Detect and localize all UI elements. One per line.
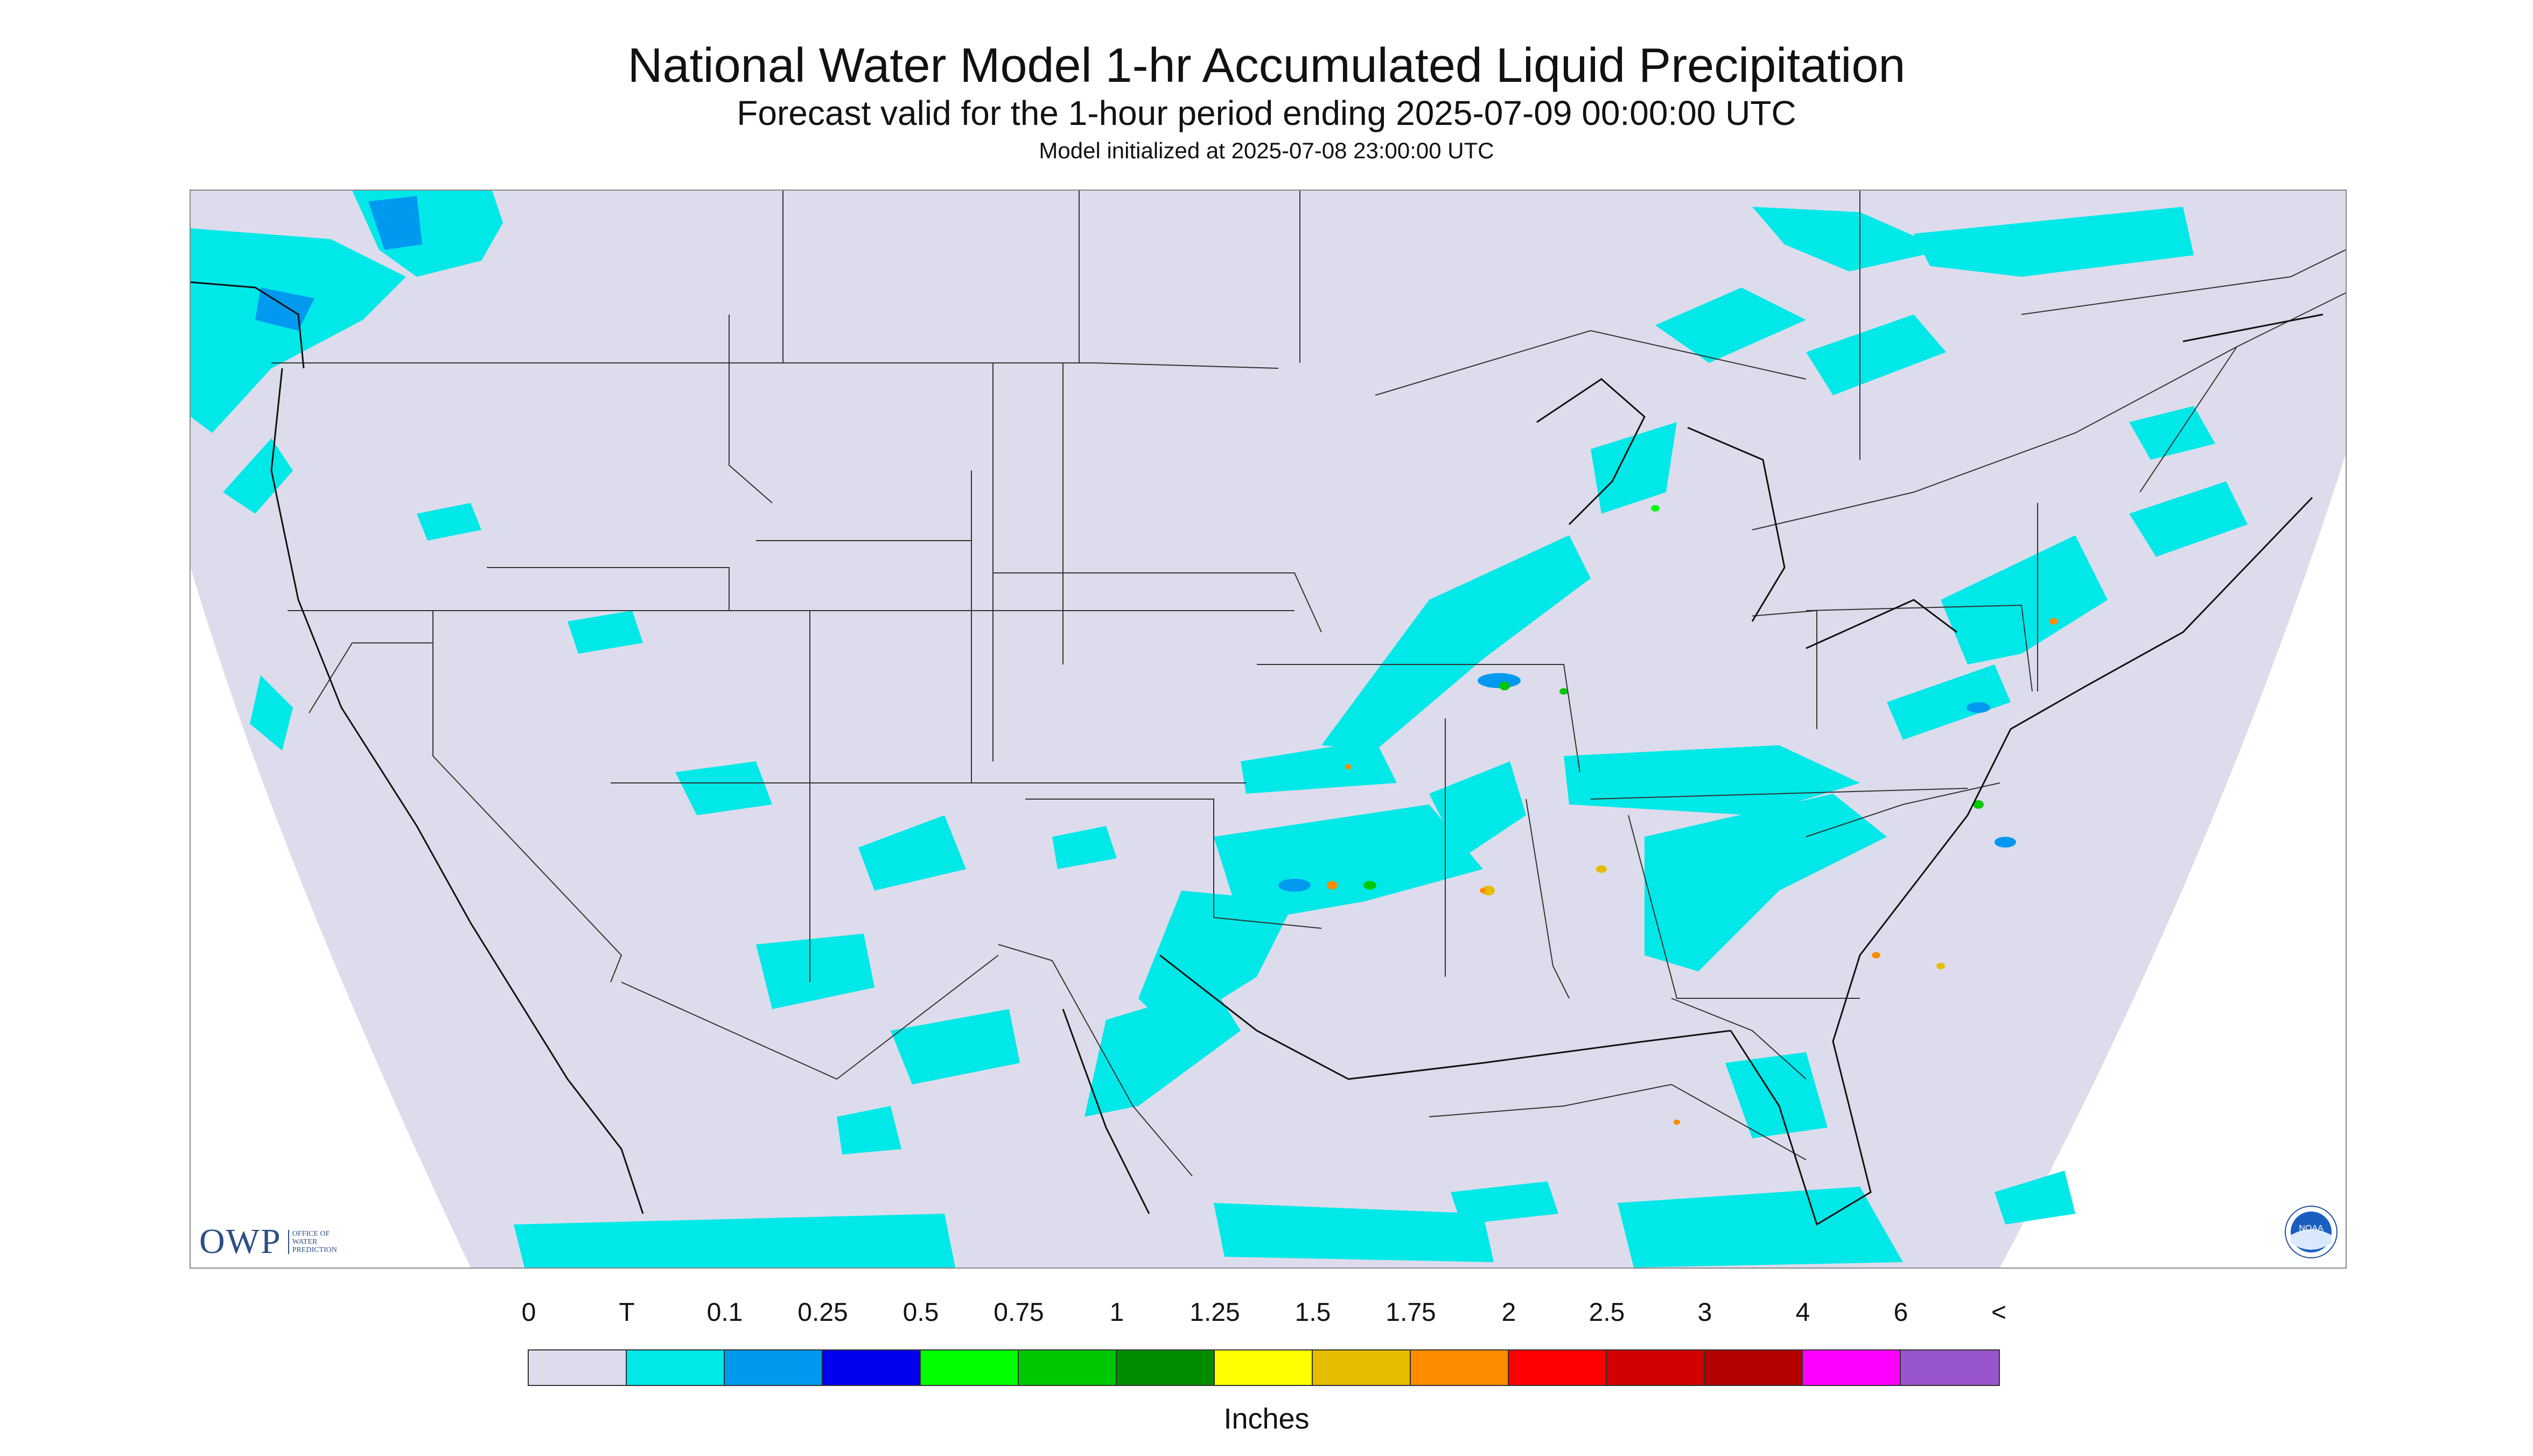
legend-label: 2 — [1501, 1298, 1516, 1327]
legend-label: 1.5 — [1295, 1298, 1331, 1327]
legend-label: 4 — [1795, 1298, 1810, 1327]
legend-swatch — [823, 1350, 921, 1385]
legend-swatch — [1705, 1350, 1803, 1385]
precip-heavy-cells — [1327, 505, 2058, 1125]
precipitation-map — [190, 190, 2347, 1269]
legend-swatch — [1901, 1350, 1999, 1385]
noaa-logo-text: NOAA — [2299, 1224, 2324, 1233]
legend-label: T — [619, 1298, 635, 1327]
legend-label: 1.75 — [1386, 1298, 1436, 1327]
political-boundaries — [271, 191, 2346, 1177]
legend-swatch — [725, 1350, 823, 1385]
legend-labels: 0 T 0.1 0.25 0.5 0.75 1 1.25 1.5 1.75 2 2.5 3 4 6 < — [522, 1298, 2014, 1330]
legend-label: < — [1991, 1298, 2007, 1327]
legend-swatch — [1411, 1350, 1509, 1385]
legend-swatch — [1803, 1350, 1901, 1385]
legend-swatch — [1019, 1350, 1117, 1385]
owp-logo-text: OWP — [199, 1222, 282, 1261]
model-init-text: Model initialized at 2025-07-08 23:00:00… — [1039, 138, 1494, 163]
noaa-logo: NOAA — [2284, 1205, 2338, 1259]
owp-logo-subtext: OFFICE OF WATER PREDICTION — [288, 1229, 337, 1254]
legend-label: 3 — [1697, 1298, 1712, 1327]
legend-color-bar — [528, 1349, 2000, 1386]
legend-label: 0.25 — [797, 1298, 848, 1327]
legend-label: 1 — [1109, 1298, 1124, 1327]
legend-label: 6 — [1893, 1298, 1908, 1327]
legend-label: 2.5 — [1589, 1298, 1625, 1327]
legend-swatch — [1607, 1350, 1705, 1385]
legend-swatch — [1215, 1350, 1313, 1385]
legend-label: 0.75 — [993, 1298, 1044, 1327]
map-title: National Water Model 1-hr Accumulated Li… — [627, 39, 1906, 93]
legend-swatch — [529, 1350, 627, 1385]
legend-label: 0 — [521, 1298, 536, 1327]
coastlines — [191, 281, 2324, 1226]
legend-label: 0.5 — [902, 1298, 939, 1327]
forecast-valid-subtitle: Forecast valid for the 1-hour period end… — [737, 94, 1796, 132]
legend-label: 0.1 — [706, 1298, 743, 1327]
legend-swatch — [627, 1350, 725, 1385]
owp-logo: OWP OFFICE OF WATER PREDICTION — [199, 1221, 337, 1262]
map-domain — [191, 191, 2346, 1268]
legend-units: Inches — [1223, 1403, 1310, 1435]
legend-swatch — [1509, 1350, 1607, 1385]
precip-trace-areas — [191, 191, 2248, 1268]
legend-swatch — [921, 1350, 1019, 1385]
legend-swatch — [1117, 1350, 1215, 1385]
legend-swatch — [1313, 1350, 1411, 1385]
legend-label: 1.25 — [1189, 1298, 1240, 1327]
